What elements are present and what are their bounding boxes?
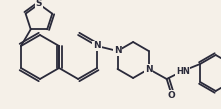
Text: N: N	[145, 65, 152, 73]
Text: O: O	[168, 90, 175, 100]
Text: S: S	[36, 0, 42, 9]
Text: N: N	[93, 42, 101, 50]
Text: N: N	[114, 47, 121, 55]
Text: HN: HN	[176, 66, 190, 76]
